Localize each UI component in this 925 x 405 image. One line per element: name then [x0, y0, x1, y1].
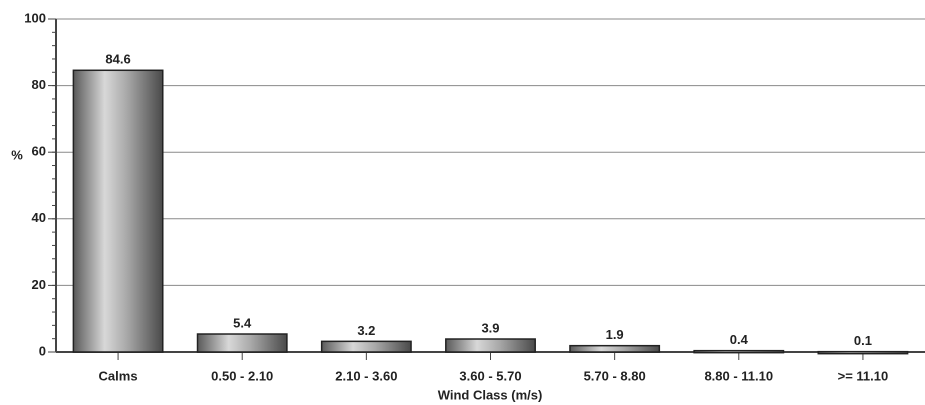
x-axis-label: Wind Class (m/s) [438, 387, 543, 402]
x-tick-label: 5.70 - 8.80 [584, 368, 646, 383]
value-label: 3.2 [357, 323, 375, 338]
value-label: 0.1 [854, 333, 872, 348]
y-tick-label: 80 [32, 77, 46, 92]
y-tick-label: 100 [24, 10, 46, 25]
y-tick-label: 20 [32, 277, 46, 292]
x-tick-label: 0.50 - 2.10 [211, 368, 273, 383]
y-tick-label: 0 [39, 343, 46, 358]
value-label: 3.9 [481, 320, 499, 335]
bar [445, 338, 536, 353]
y-tick-label: 60 [32, 144, 46, 159]
value-label: 0.4 [730, 332, 749, 347]
x-tick-label: Calms [99, 368, 138, 383]
value-label: 84.6 [105, 52, 130, 67]
y-tick-label: 40 [32, 210, 46, 225]
bar [320, 340, 412, 353]
x-tick-label: 8.80 - 11.10 [704, 368, 773, 383]
value-label: 5.4 [233, 315, 252, 330]
bar [569, 344, 661, 353]
x-tick-label: 2.10 - 3.60 [335, 368, 397, 383]
bar [693, 349, 785, 354]
value-label: 1.9 [606, 327, 624, 342]
x-tick-label: >= 11.10 [838, 368, 889, 383]
bar [72, 69, 164, 353]
y-axis-label: % [11, 147, 23, 162]
bar [196, 333, 288, 353]
x-tick-label: 3.60 - 5.70 [459, 368, 521, 383]
bar [817, 350, 909, 355]
